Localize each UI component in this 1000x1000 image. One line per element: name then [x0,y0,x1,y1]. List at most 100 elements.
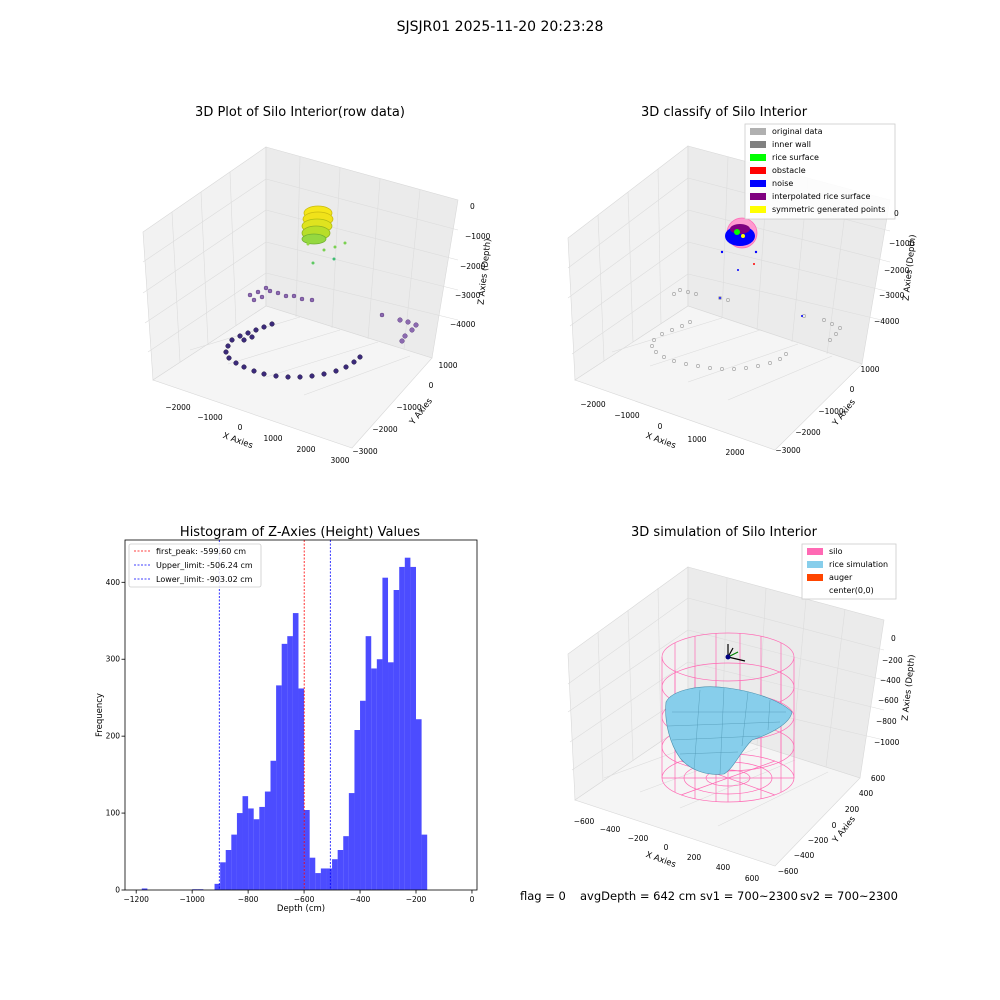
classify-x-label: X Axies [644,431,677,451]
classify-z-tick-0: 0 [894,209,899,218]
y-tick-label: 200 [106,732,121,741]
raw-y-tick-2: −1000 [396,403,422,412]
classify-3d-plot: 3D classify of Silo Interior [567,105,918,457]
x-tick-label: −400 [350,895,371,904]
histogram-y-ticks: 0 100 200 300 400 [106,578,125,895]
legend-entry-upper-limit: Upper_limit: -506.24 cm [134,561,253,570]
histogram-bar [304,810,310,890]
svg-text:silo: silo [829,547,843,556]
histogram-title: Histogram of Z-Axies (Height) Values [180,525,420,540]
histogram-bar [421,834,428,890]
svg-text:interpolated rice surface: interpolated rice surface [772,192,870,201]
histogram-bar [264,791,271,890]
histogram-bar [393,590,400,890]
histogram-bar [371,668,377,890]
classify-legend-entry-rice-surface: rice surface [750,153,819,162]
simulation-plot-title: 3D simulation of Silo Interior [631,525,818,540]
x-tick-label: −200 [406,895,427,904]
raw-wall-points-front [223,321,363,380]
raw-y-tick-1: 0 [429,381,434,390]
y-tick-label: 300 [106,655,121,664]
histogram-bar [416,719,422,890]
histogram-legend: first_peak: -599.60 cm Upper_limit: -506… [128,543,262,588]
legend-entry-lower-limit: Lower_limit: -903.02 cm [134,575,253,584]
histogram-bar [382,577,389,890]
histogram-bar [309,857,316,890]
histogram-y-label: Frequency [95,693,105,737]
raw-wall-points-back [247,285,419,344]
raw-rice-surface-points [301,205,347,265]
classify-x-tick-3: 1000 [687,435,706,444]
histogram-chart: Histogram of Z-Axies (Height) Values −12… [95,525,478,914]
raw-x-tick-4: 2000 [296,445,315,454]
histogram-bar [248,808,254,890]
histogram-x-label: Depth (cm) [277,904,325,914]
simulation-legend-entry-silo: silo [807,547,843,556]
simulation-y-tick-0: 600 [871,774,886,783]
simulation-x-tick-0: −600 [574,817,595,826]
histogram-bar [214,883,221,890]
simulation-z-label: Z Axies (Depth) [901,654,918,721]
raw-z-tick-0: 0 [470,202,475,211]
raw-x-tick-1: −1000 [197,413,223,422]
simulation-y-tick-1: 400 [859,789,874,798]
simulation-x-tick-1: −400 [600,825,621,834]
svg-text:inner wall: inner wall [772,140,811,149]
classify-y-tick-4: −3000 [775,446,801,455]
raw-z-label: Z Axies (Depth) [477,238,494,305]
simulation-z-tick-2: −400 [880,676,901,685]
svg-text:first_peak: -599.60 cm: first_peak: -599.60 cm [156,547,246,556]
classify-inner-wall-points [650,288,842,371]
simulation-3d-plot: 3D simulation of Silo Interior [567,525,918,883]
histogram-bar [292,613,299,890]
histogram-bar [337,850,344,890]
raw-z-axis: 0 −1000 −2000 −3000 −4000 Z Axies (Depth… [450,202,493,329]
simulation-z-tick-4: −800 [876,717,897,726]
classify-rice-surface-points [719,217,803,317]
raw-x-tick-0: −2000 [165,403,191,412]
histogram-bar [270,760,277,890]
classify-y-tick-3: −2000 [795,428,821,437]
classify-y-tick-2: −1000 [818,407,844,416]
simulation-x-label: X Axies [644,850,677,870]
raw-y-tick-4: −3000 [352,447,378,456]
histogram-bar [410,566,417,890]
x-tick-label: −600 [294,895,315,904]
classify-legend-entry-original: original data [750,127,823,136]
histogram-bars [141,557,428,890]
histogram-bar [298,688,305,890]
x-tick-label: −1000 [179,895,205,904]
classify-z-tick-2: −2000 [884,266,910,275]
classify-plot-title: 3D classify of Silo Interior [641,105,808,120]
histogram-bar [236,813,243,890]
x-tick-label: −800 [238,895,259,904]
histogram-bar [343,836,349,890]
raw-y-tick-0: 1000 [438,361,457,370]
classify-point-cloud [650,217,842,371]
simulation-x-tick-6: 600 [745,874,760,883]
simulation-z-tick-1: −200 [882,656,903,665]
simulation-y-tick-2: 200 [845,805,860,814]
raw-plot-title: 3D Plot of Silo Interior(row data) [195,105,405,120]
classify-x-tick-4: 2000 [725,448,744,457]
classify-x-tick-2: 0 [658,422,663,431]
simulation-z-tick-3: −600 [878,696,899,705]
classify-legend: original data inner wall rice surface ob… [744,123,896,220]
raw-3d-panes [142,146,459,449]
y-tick-label: 100 [106,809,121,818]
x-tick-label: −1200 [124,895,150,904]
histogram-x-ticks: −1200 −1000 −800 −600 −400 −200 0 [124,890,475,904]
histogram-bar [220,862,226,890]
simulation-x-tick-2: −200 [628,834,649,843]
status-footer: flag = 0 avgDepth = 642 cm sv1 = 700~230… [520,889,898,903]
histogram-bar [388,662,394,890]
histogram-bar [141,888,148,890]
raw-z-tick-1: −1000 [465,232,491,241]
classify-z-tick-4: −4000 [874,317,900,326]
simulation-x-tick-3: 0 [664,843,669,852]
simulation-legend-entry-auger: auger [807,573,853,582]
rice-simulation-surface [665,686,793,775]
classify-legend-entry-symmetric: symmetric generated points [750,205,885,214]
classify-z-tick-1: −1000 [889,239,915,248]
